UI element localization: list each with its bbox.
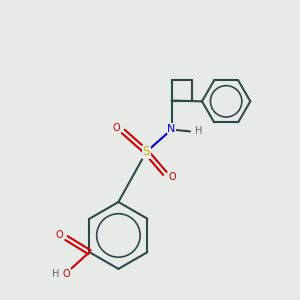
Text: H: H <box>195 126 202 136</box>
Text: S: S <box>142 146 150 158</box>
Text: O: O <box>63 269 70 279</box>
Text: H: H <box>52 269 59 279</box>
Text: O: O <box>56 230 64 240</box>
Text: N: N <box>167 124 176 134</box>
Text: O: O <box>113 123 120 133</box>
Text: O: O <box>169 172 176 182</box>
